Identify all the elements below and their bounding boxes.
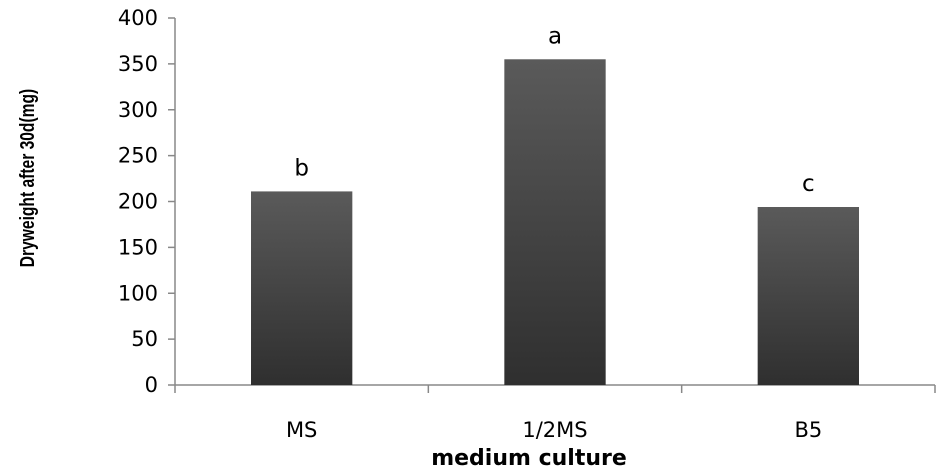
y-axis-title: Dryweight after 30d(mg) bbox=[16, 89, 38, 267]
y-axis: 0 50 100 150 200 250 300 350 400 bbox=[118, 6, 176, 397]
y-tick-label: 300 bbox=[118, 98, 158, 122]
bar-significance-label: b bbox=[294, 155, 309, 181]
bar-b5 bbox=[757, 207, 859, 385]
bar-1-2ms bbox=[504, 59, 606, 385]
y-tick-label: 250 bbox=[118, 144, 158, 168]
x-category-label: MS bbox=[286, 418, 317, 442]
bar-significance-label: a bbox=[548, 23, 562, 49]
y-tick-label: 350 bbox=[118, 52, 158, 76]
x-category-label: 1/2MS bbox=[522, 418, 587, 442]
bar-significance-label: c bbox=[802, 171, 815, 197]
x-axis-title: medium culture bbox=[431, 446, 627, 470]
x-axis: MS 1/2MS B5 bbox=[174, 384, 936, 442]
y-tick-label: 50 bbox=[131, 327, 158, 351]
y-tick-label: 0 bbox=[145, 373, 158, 397]
x-category-label: B5 bbox=[794, 418, 822, 442]
y-tick-label: 100 bbox=[118, 281, 158, 305]
y-tick-label: 200 bbox=[118, 190, 158, 214]
bars: b a c bbox=[251, 23, 859, 385]
y-tick-label: 150 bbox=[118, 235, 158, 259]
bar-ms bbox=[251, 191, 353, 385]
y-tick-label: 400 bbox=[118, 6, 158, 30]
